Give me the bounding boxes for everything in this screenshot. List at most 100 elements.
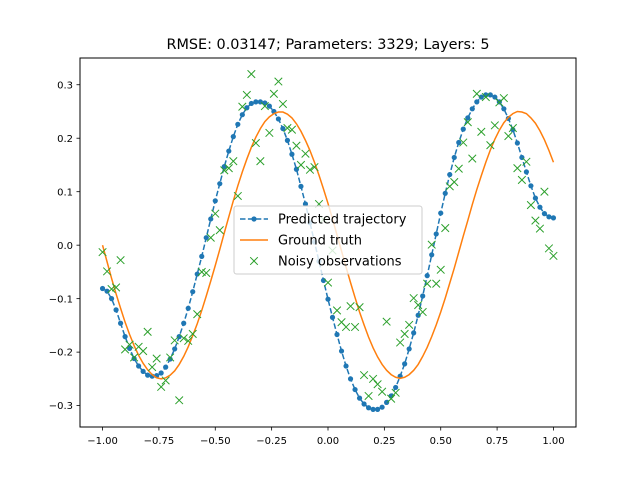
- observation-marker: [499, 93, 509, 103]
- observation-marker: [508, 123, 518, 133]
- observation-marker: [400, 329, 409, 339]
- predicted-point: [402, 361, 408, 367]
- observation-marker: [355, 303, 364, 312]
- observation-marker: [229, 157, 238, 166]
- predicted-point: [375, 406, 381, 412]
- observation-marker: [377, 387, 387, 396]
- predicted-point: [379, 404, 385, 410]
- observation-marker: [441, 223, 450, 233]
- predicted-point: [122, 334, 128, 340]
- observation-marker: [382, 317, 391, 326]
- observation-marker: [211, 209, 220, 218]
- observation-marker: [391, 388, 400, 397]
- observation-marker: [544, 244, 554, 253]
- predicted-point: [325, 296, 331, 302]
- predicted-point: [289, 151, 295, 157]
- series-2: [98, 69, 558, 405]
- predicted-point: [456, 139, 462, 146]
- x-tick-label: 0.00: [317, 436, 339, 447]
- predicted-point: [163, 364, 169, 370]
- observation-marker: [179, 334, 188, 343]
- predicted-point: [145, 372, 151, 378]
- observation-marker: [138, 346, 148, 356]
- predicted-point: [352, 386, 358, 393]
- x-tick-label: −1.00: [87, 436, 118, 447]
- observation-marker: [432, 279, 441, 288]
- series-1: [101, 110, 555, 380]
- predicted-point: [235, 121, 241, 127]
- predicted-point: [329, 314, 336, 320]
- observation-marker: [323, 278, 333, 287]
- observation-marker: [540, 187, 549, 196]
- observation-marker: [287, 125, 297, 134]
- observation-marker: [247, 69, 256, 79]
- observation-marker: [490, 121, 499, 130]
- observation-marker: [224, 164, 233, 173]
- observation-marker: [522, 157, 531, 166]
- observation-marker: [166, 353, 175, 362]
- observation-marker: [450, 177, 459, 187]
- predicted-point: [420, 293, 426, 299]
- predicted-point: [365, 405, 372, 411]
- predicted-point: [510, 127, 516, 133]
- observation-marker: [283, 123, 292, 133]
- observation-marker: [265, 128, 274, 138]
- x-tick-label: 0.50: [430, 436, 452, 447]
- observation-marker: [242, 90, 251, 100]
- predicted-point: [447, 171, 453, 178]
- observation-marker: [220, 166, 229, 175]
- predicted-point: [532, 195, 539, 201]
- observation-marker: [459, 138, 468, 147]
- predicted-point: [451, 154, 457, 161]
- observation-marker: [274, 77, 283, 86]
- predicted-point: [239, 112, 245, 118]
- observation-marker: [454, 164, 463, 173]
- observation-marker: [405, 320, 414, 330]
- predicted-point: [226, 148, 232, 154]
- observation-marker: [549, 251, 558, 261]
- observation-marker: [486, 141, 495, 150]
- legend-label: Ground truth: [278, 234, 362, 249]
- predicted-point: [347, 376, 354, 382]
- predicted-point: [176, 334, 182, 340]
- observation-marker: [116, 255, 125, 265]
- predicted-point: [117, 320, 124, 326]
- x-tick-label: 0.25: [373, 436, 395, 447]
- observation-marker: [184, 336, 193, 346]
- observation-marker: [427, 240, 436, 249]
- predicted-point: [478, 94, 484, 100]
- observation-marker: [305, 165, 315, 174]
- predicted-point: [172, 346, 178, 352]
- observation-marker: [350, 322, 360, 332]
- predicted-point: [469, 106, 475, 112]
- observation-marker: [147, 362, 157, 372]
- observation-marker: [157, 382, 166, 392]
- predicted-point: [537, 204, 543, 210]
- predicted-point: [203, 235, 209, 241]
- observation-marker: [98, 247, 107, 257]
- observation-marker: [170, 336, 179, 345]
- x-tick-label: −0.25: [256, 436, 287, 447]
- observation-marker: [373, 380, 382, 389]
- predicted-point: [140, 368, 146, 374]
- ground-truth-line: [101, 110, 555, 380]
- predicted-point: [438, 210, 444, 216]
- predicted-point: [302, 201, 309, 207]
- y-tick-label: −0.3: [49, 401, 73, 412]
- y-tick-label: 0.1: [57, 187, 73, 198]
- observation-marker: [175, 396, 184, 405]
- x-tick-label: 0.75: [486, 436, 508, 447]
- observation-marker: [332, 306, 342, 315]
- observation-marker: [161, 376, 170, 385]
- predicted-point: [460, 126, 466, 132]
- y-tick-label: −0.1: [49, 294, 73, 305]
- observation-marker: [359, 370, 369, 380]
- predicted-point: [280, 125, 286, 132]
- observation-marker: [206, 233, 215, 242]
- y-tick-label: 0.0: [57, 241, 73, 252]
- legend-item-1: Ground truth: [240, 234, 362, 249]
- observation-marker: [238, 102, 247, 111]
- predicted-point: [181, 320, 187, 326]
- observation-marker: [102, 267, 112, 276]
